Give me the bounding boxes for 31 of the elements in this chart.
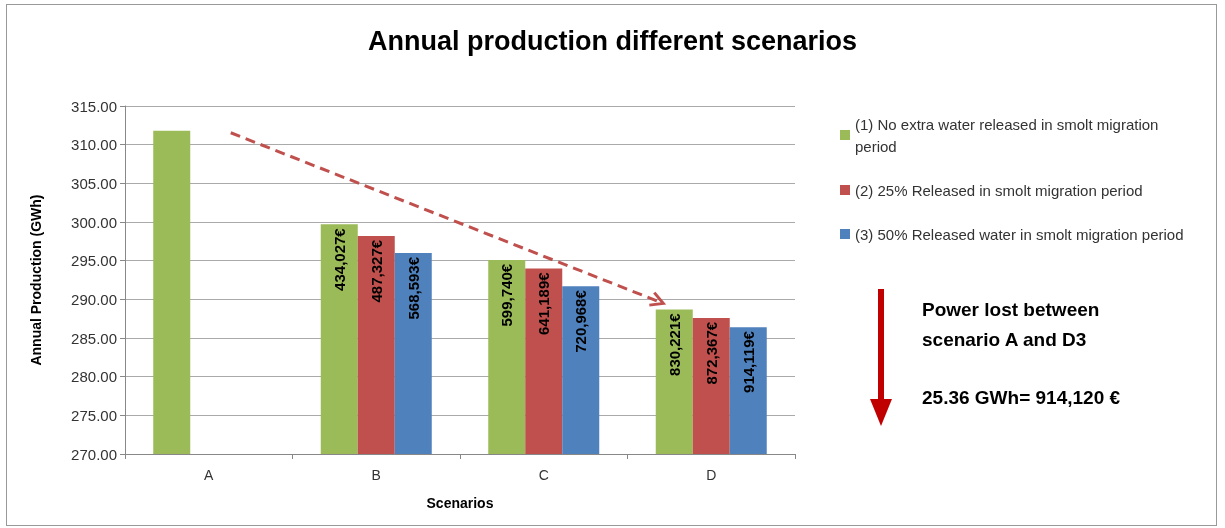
y-tick-label: 280.00 (71, 368, 117, 386)
annotation: 641,189€ (535, 271, 553, 335)
legend-label: (1) No extra water released in smolt migration period (855, 115, 1163, 155)
legend-label: (3) 50% Released water in smolt migration period (855, 225, 1184, 243)
x-tick-label: C (538, 467, 549, 483)
y-tick-label: 305.00 (71, 174, 117, 192)
x-tick-label: A (204, 467, 215, 483)
y-tick-label: 285.00 (71, 329, 117, 347)
y-tick-label: 290.00 (71, 290, 117, 308)
annotation: 872,367€ (702, 321, 720, 385)
annotation: 487,327€ (367, 239, 385, 303)
annotation: 830,221€ (665, 312, 683, 376)
x-axis-title: Scenarios (426, 495, 494, 511)
annotation: 599,740€ (498, 263, 516, 327)
y-tick-label: 275.00 (71, 406, 117, 424)
annotation: 720,968€ (572, 289, 590, 353)
text: 25.36 GWh= 914,120 € (922, 386, 1122, 410)
y-tick-label: 295.00 (71, 252, 117, 270)
y-tick-label: 270.00 (71, 445, 117, 463)
annotation: 434,027€ (330, 227, 348, 291)
x-tick-label: D (706, 467, 717, 483)
chart-title: Annual production different scenarios (367, 25, 858, 56)
annotation: 568,593€ (404, 256, 422, 320)
y-axis-title: Annual Production (GWh) (28, 194, 44, 366)
y-tick-label: 300.00 (71, 213, 117, 231)
x-tick-label: B (371, 467, 381, 483)
annotation: 914,119€ (739, 330, 757, 393)
y-tick-label: 310.00 (71, 136, 117, 154)
text: Power lost between scenario A and D3 (922, 298, 1101, 352)
legend-label: (2) 25% Released in smolt migration period (855, 181, 1143, 199)
y-tick-label: 315.00 (71, 97, 117, 115)
